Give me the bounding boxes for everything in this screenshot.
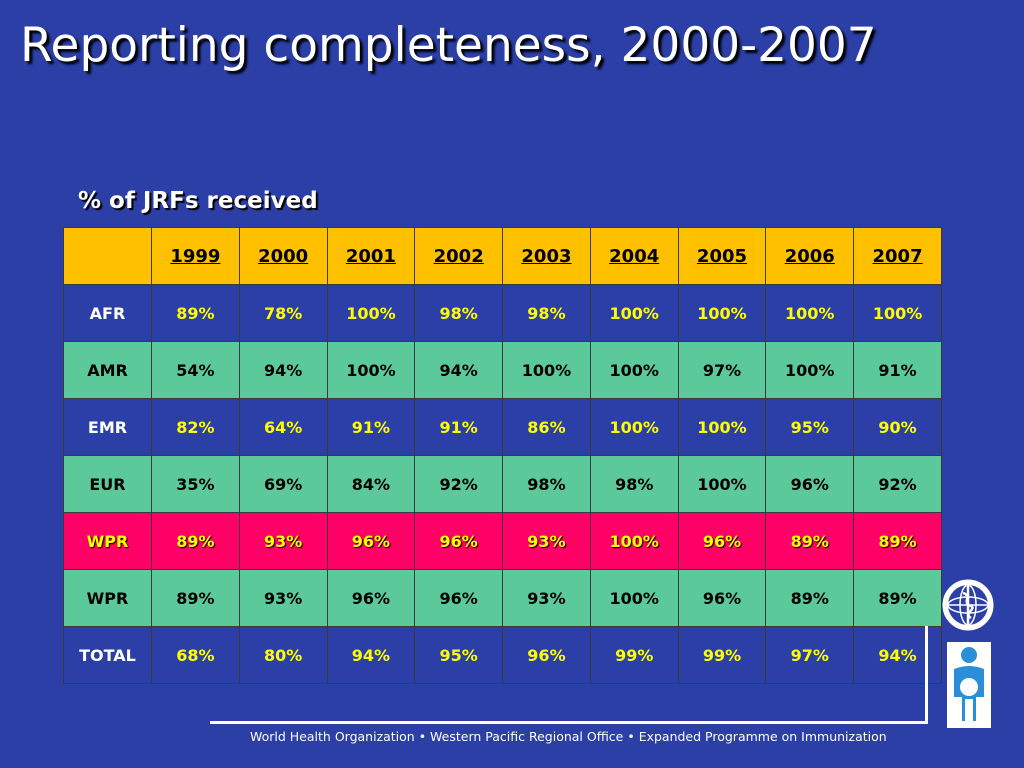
row-region-label: TOTAL	[63, 626, 152, 684]
table-cell-value: 100%	[765, 341, 855, 399]
table-cell-value: 93%	[238, 569, 328, 627]
table-cell-value: 94%	[414, 341, 504, 399]
table-cell-value: 89%	[151, 512, 240, 570]
who-emblem-icon	[942, 579, 994, 631]
table-cell-value: 100%	[853, 284, 942, 342]
header-cell-blank	[63, 227, 152, 285]
table-row: EMR 82% 64% 91% 91% 86% 100% 100% 95% 90%	[63, 398, 942, 456]
table-row: AMR 54% 94% 100% 94% 100% 100% 97% 100% 91%	[63, 341, 942, 399]
table-cell-value: 92%	[414, 455, 504, 513]
table-cell-value: 95%	[765, 398, 855, 456]
table-cell-value: 100%	[589, 569, 679, 627]
page-title: Reporting completeness, 2000-2007	[20, 18, 877, 73]
table-cell-value: 89%	[765, 569, 855, 627]
table-cell-value: 96%	[414, 569, 504, 627]
header-cell-year: 2004	[589, 227, 679, 285]
table-cell-value: 89%	[853, 512, 942, 570]
table-cell-value: 100%	[677, 284, 767, 342]
table-row: WPR 89% 93% 96% 96% 93% 100% 96% 89% 89%	[63, 512, 942, 570]
table-cell-value: 89%	[151, 569, 240, 627]
table-cell-value: 100%	[677, 455, 767, 513]
table-cell-value: 96%	[502, 626, 591, 684]
table-cell-value: 80%	[238, 626, 328, 684]
table-cell-value: 89%	[853, 569, 942, 627]
table-row: WPR 89% 93% 96% 96% 93% 100% 96% 89% 89%	[63, 569, 942, 627]
table-cell-value: 93%	[502, 569, 591, 627]
table-cell-value: 89%	[151, 284, 240, 342]
table-cell-value: 84%	[326, 455, 416, 513]
table-cell-value: 98%	[502, 455, 591, 513]
table-cell-value: 91%	[326, 398, 416, 456]
row-region-label: WPR	[63, 512, 152, 570]
header-cell-year: 1999	[151, 227, 240, 285]
table-cell-value: 68%	[151, 626, 240, 684]
table-cell-value: 35%	[151, 455, 240, 513]
header-cell-year: 2007	[853, 227, 942, 285]
table-cell-value: 99%	[677, 626, 767, 684]
table-cell-value: 98%	[589, 455, 679, 513]
table-caption: % of JRFs received	[78, 188, 318, 214]
table-cell-value: 96%	[677, 569, 767, 627]
table-row: EUR 35% 69% 84% 92% 98% 98% 100% 96% 92%	[63, 455, 942, 513]
table-cell-value: 93%	[238, 512, 328, 570]
table-cell-value: 95%	[414, 626, 504, 684]
table-cell-value: 100%	[589, 341, 679, 399]
table-header-row: 1999 2000 2001 2002 2003 2004 2005 2006 …	[63, 227, 942, 285]
row-region-label: AMR	[63, 341, 152, 399]
footer-divider-vertical	[925, 626, 928, 724]
row-region-label: EUR	[63, 455, 152, 513]
table-cell-value: 99%	[589, 626, 679, 684]
footer-text: World Health Organization • Western Paci…	[250, 729, 887, 744]
table-cell-value: 100%	[589, 398, 679, 456]
table-cell-value: 96%	[765, 455, 855, 513]
table-cell-value: 78%	[238, 284, 328, 342]
table-cell-value: 54%	[151, 341, 240, 399]
immunization-person-icon	[947, 642, 991, 728]
table-cell-value: 69%	[238, 455, 328, 513]
completeness-table: 1999 2000 2001 2002 2003 2004 2005 2006 …	[63, 227, 942, 684]
row-region-label: WPR	[63, 569, 152, 627]
header-cell-year: 2006	[765, 227, 855, 285]
table-row: AFR 89% 78% 100% 98% 98% 100% 100% 100% 100%	[63, 284, 942, 342]
row-region-label: EMR	[63, 398, 152, 456]
table-cell-value: 94%	[326, 626, 416, 684]
table-cell-value: 100%	[589, 284, 679, 342]
table-cell-value: 100%	[677, 398, 767, 456]
table-cell-value: 91%	[853, 341, 942, 399]
table-cell-value: 100%	[765, 284, 855, 342]
table-cell-value: 100%	[589, 512, 679, 570]
table-cell-value: 97%	[677, 341, 767, 399]
table-cell-value: 94%	[853, 626, 942, 684]
table-cell-value: 82%	[151, 398, 240, 456]
header-cell-year: 2000	[238, 227, 328, 285]
table-cell-value: 96%	[326, 569, 416, 627]
table-cell-value: 92%	[853, 455, 942, 513]
table-cell-value: 96%	[326, 512, 416, 570]
table-cell-value: 94%	[238, 341, 328, 399]
table-cell-value: 100%	[502, 341, 591, 399]
table-cell-value: 100%	[326, 341, 416, 399]
table-cell-value: 86%	[502, 398, 591, 456]
footer-divider	[210, 721, 928, 724]
header-cell-year: 2001	[326, 227, 416, 285]
header-cell-year: 2005	[677, 227, 767, 285]
table-cell-value: 98%	[502, 284, 591, 342]
table-row: TOTAL 68% 80% 94% 95% 96% 99% 99% 97% 94%	[63, 626, 942, 684]
table-cell-value: 64%	[238, 398, 328, 456]
header-cell-year: 2003	[502, 227, 591, 285]
table-cell-value: 96%	[414, 512, 504, 570]
table-cell-value: 96%	[677, 512, 767, 570]
table-cell-value: 100%	[326, 284, 416, 342]
table-cell-value: 89%	[765, 512, 855, 570]
table-cell-value: 98%	[414, 284, 504, 342]
table-cell-value: 90%	[853, 398, 942, 456]
table-cell-value: 97%	[765, 626, 855, 684]
table-cell-value: 91%	[414, 398, 504, 456]
header-cell-year: 2002	[414, 227, 504, 285]
row-region-label: AFR	[63, 284, 152, 342]
table-cell-value: 93%	[502, 512, 591, 570]
